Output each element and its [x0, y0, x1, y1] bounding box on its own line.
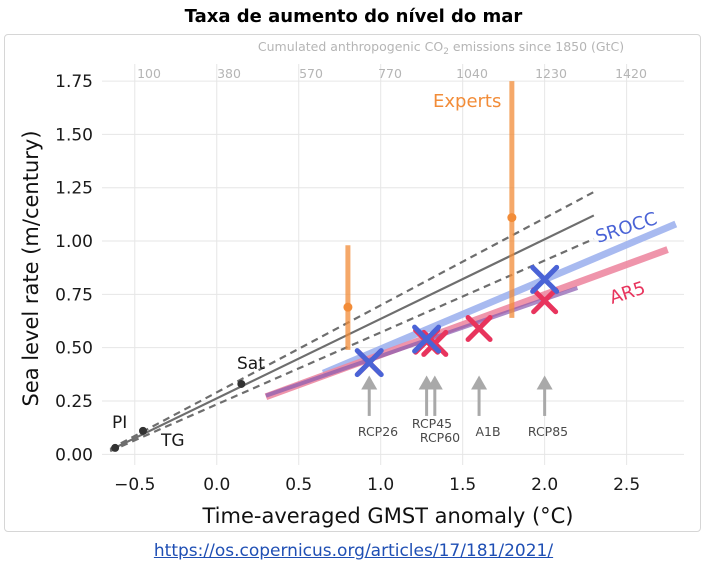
top-tick-label: 1230	[535, 66, 567, 81]
ar5-marker-stroke	[421, 329, 449, 357]
scenario-label: RCP45	[412, 416, 452, 431]
ar5-marker	[531, 287, 559, 315]
source-link[interactable]: https://os.copernicus.org/articles/17/18…	[153, 541, 554, 561]
x-axis-label: Time-averaged GMST anomaly (°C)	[201, 504, 573, 528]
scenario-arrow-head	[361, 375, 378, 390]
srocc-marker-stroke	[354, 348, 384, 378]
experts-label: Experts	[433, 91, 501, 112]
scenario-label: RCP60	[420, 430, 460, 445]
observation-point	[138, 426, 147, 435]
scenario-label: A1B	[475, 424, 500, 439]
scenario-arrows	[361, 375, 553, 416]
expert-point	[343, 302, 353, 312]
top-tick-label: 100	[137, 66, 161, 81]
observation-label: PI	[112, 413, 127, 433]
top-tick-label: 1420	[615, 66, 647, 81]
scenario-label: RCP85	[528, 424, 568, 439]
y-tick-label: 0.00	[55, 445, 93, 465]
scenario-label: RCP26	[358, 424, 398, 439]
tick-labels: −0.5 0.0 0.5 1.0 1.5 2.0 2.5 0.00 0.25 0.50 0.75 1.…	[55, 66, 647, 495]
observed-fit-central-line	[109, 214, 595, 452]
x-tick-label: 1.5	[449, 475, 476, 495]
y-axis-label: Sea level rate (m/century)	[19, 130, 43, 406]
observed-fit-upper-line	[109, 191, 595, 450]
chart-svg: Cumulated anthropogenic CO2 emissions si…	[19, 39, 684, 528]
y-tick-label: 0.75	[55, 285, 93, 305]
top-tick-label: 770	[378, 66, 402, 81]
x-tick-label: 0.0	[203, 475, 230, 495]
observation-point	[111, 443, 120, 452]
observation-label: TG	[160, 431, 185, 451]
y-tick-label: 1.00	[55, 232, 93, 252]
observed-fit-lower-line	[109, 237, 595, 453]
ar5-marker-stroke	[465, 314, 493, 342]
grid-layer	[102, 64, 684, 465]
top-tick-label: 380	[217, 66, 241, 81]
y-tick-label: 1.75	[55, 72, 93, 92]
x-tick-label: −0.5	[114, 475, 155, 495]
ar5-marker-stroke	[531, 287, 559, 315]
projection-bands	[264, 220, 678, 401]
markers	[111, 81, 560, 452]
scenario-arrow-head	[471, 375, 488, 390]
y-tick-label: 1.25	[55, 179, 93, 199]
srocc-marker-stroke	[412, 324, 442, 354]
observation-label: Sat	[237, 354, 265, 374]
y-tick-label: 0.50	[55, 339, 93, 359]
srocc-marker	[354, 348, 384, 378]
observation-point	[237, 379, 246, 388]
ar5-marker	[465, 314, 493, 342]
srocc-marker	[530, 264, 560, 294]
x-tick-label: 0.5	[285, 475, 312, 495]
y-tick-label: 1.50	[55, 125, 93, 145]
expert-point	[507, 213, 517, 223]
page-title: Taxa de aumento do nível do mar	[184, 6, 523, 27]
y-tick-label: 0.25	[55, 392, 93, 412]
top-tick-label: 570	[299, 66, 323, 81]
scenario-arrow-head	[426, 375, 443, 390]
srocc-marker	[412, 324, 442, 354]
top-axis-label: Cumulated anthropogenic CO2 emissions si…	[258, 39, 624, 57]
x-tick-label: 1.0	[367, 475, 394, 495]
x-tick-label: 2.5	[613, 475, 640, 495]
observed-fit-lines	[109, 191, 595, 453]
annotations: Time-averaged GMST anomaly (°C) Sea level…	[19, 91, 660, 528]
scenario-arrow-head	[536, 375, 553, 390]
x-tick-label: 2.0	[531, 475, 558, 495]
top-tick-label: 1040	[456, 66, 488, 81]
srocc-marker-stroke	[530, 264, 560, 294]
ar5-label: AR5	[607, 278, 648, 309]
